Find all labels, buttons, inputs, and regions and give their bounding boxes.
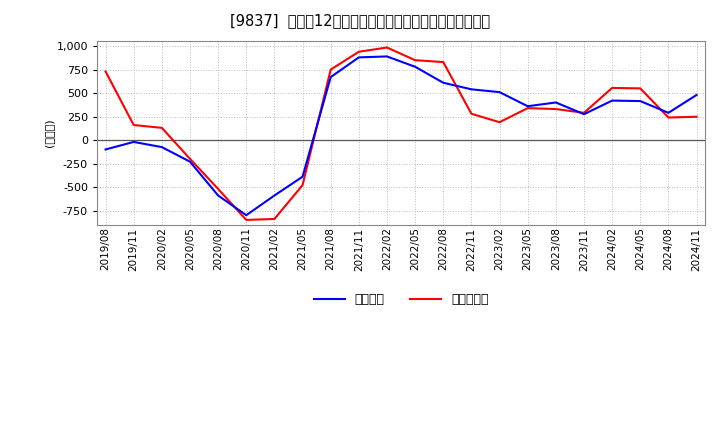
当期純利益 bbox=[608, 85, 616, 91]
当期純利益 bbox=[636, 86, 644, 91]
当期純利益 bbox=[664, 115, 672, 120]
経常利益 bbox=[214, 193, 222, 198]
当期純利益 bbox=[270, 216, 279, 222]
Line: 経常利益: 経常利益 bbox=[106, 56, 696, 215]
当期純利益 bbox=[467, 111, 476, 117]
経常利益 bbox=[326, 74, 335, 80]
経常利益 bbox=[636, 99, 644, 104]
当期純利益 bbox=[523, 106, 532, 111]
経常利益 bbox=[354, 55, 363, 60]
経常利益 bbox=[102, 147, 110, 152]
経常利益 bbox=[664, 110, 672, 115]
経常利益 bbox=[130, 139, 138, 145]
経常利益 bbox=[270, 193, 279, 198]
当期純利益 bbox=[552, 106, 560, 112]
当期純利益 bbox=[158, 125, 166, 131]
経常利益 bbox=[467, 87, 476, 92]
当期純利益 bbox=[298, 183, 307, 188]
当期純利益 bbox=[495, 120, 504, 125]
当期純利益 bbox=[439, 59, 448, 65]
当期純利益 bbox=[242, 217, 251, 223]
経常利益 bbox=[242, 213, 251, 218]
当期純利益 bbox=[186, 156, 194, 161]
経常利益 bbox=[158, 144, 166, 150]
当期純利益 bbox=[382, 45, 391, 50]
経常利益 bbox=[580, 112, 588, 117]
当期純利益 bbox=[411, 58, 420, 63]
Y-axis label: (百万円): (百万円) bbox=[44, 119, 54, 147]
経常利益 bbox=[186, 159, 194, 164]
Text: [9837]  利益の12か月移動合計の対前年同期増減額の推移: [9837] 利益の12か月移動合計の対前年同期増減額の推移 bbox=[230, 13, 490, 28]
当期純利益 bbox=[214, 186, 222, 191]
経常利益 bbox=[382, 54, 391, 59]
当期純利益 bbox=[692, 114, 701, 119]
経常利益 bbox=[298, 174, 307, 180]
当期純利益 bbox=[130, 122, 138, 128]
経常利益 bbox=[608, 98, 616, 103]
経常利益 bbox=[552, 100, 560, 105]
Legend: 経常利益, 当期純利益: 経常利益, 当期純利益 bbox=[313, 293, 489, 306]
経常利益 bbox=[411, 64, 420, 70]
経常利益 bbox=[523, 103, 532, 109]
Line: 当期純利益: 当期純利益 bbox=[106, 48, 696, 220]
経常利益 bbox=[439, 80, 448, 85]
経常利益 bbox=[692, 92, 701, 98]
当期純利益 bbox=[102, 69, 110, 74]
当期純利益 bbox=[580, 110, 588, 115]
当期純利益 bbox=[326, 67, 335, 72]
経常利益 bbox=[495, 89, 504, 95]
当期純利益 bbox=[354, 49, 363, 55]
